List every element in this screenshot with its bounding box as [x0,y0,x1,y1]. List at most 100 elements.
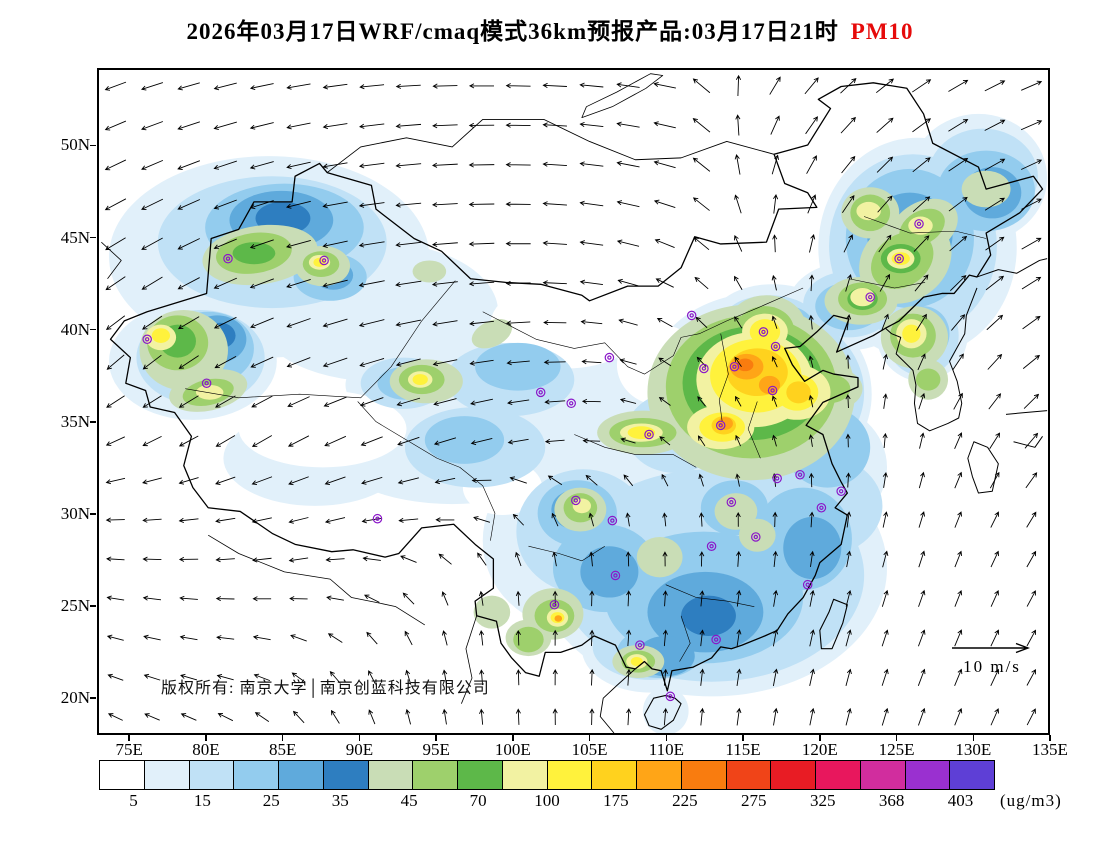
pm10-contour-blob [475,342,561,391]
colorbar-cell [234,761,279,789]
city-marker-outer [223,253,233,264]
colorbar-tick-label: 45 [400,791,418,810]
korea-coast [885,287,978,432]
city-marker-inner [753,534,758,540]
lon-tick-mark [819,735,821,741]
city-marker-outer [665,691,676,702]
colorbar-cell [144,761,190,789]
lon-tick-mark [281,735,284,741]
city-marker-outer [894,253,904,264]
city-marker-inner [552,602,557,607]
city-marker-inner [573,498,578,503]
lon-tick-label: 125E [878,740,915,759]
colorbar-cell [905,761,951,789]
colorbar-cell [368,761,414,789]
pm10-contour-blob [783,516,842,580]
lat-tick-label: 35N [60,411,90,431]
province-border-qinling [574,434,697,468]
lat-tick-mark [90,236,96,239]
lon-tick-label: 130E [955,740,992,759]
city-marker-outer [729,361,740,372]
nepal-india-border [207,534,426,626]
lat-tick-mark [90,144,96,147]
city-marker-outer [319,255,329,266]
russia-coast [976,258,1048,278]
lat-tick-label: 30N [60,503,90,523]
wind-vector-field [104,74,1043,726]
lat-tick-mark [90,697,96,699]
lon-tick-mark [1049,735,1051,741]
pm10-contour-blob [915,368,941,391]
map-canvas [101,73,1048,733]
province-border-shanxi [718,333,729,422]
lon-tick-mark [665,735,668,741]
lon-tick-mark [742,735,744,741]
lat-tick-mark [90,421,96,423]
city-marker-inner [321,258,327,263]
pm10-contour-blob [232,242,276,265]
colorbar [99,760,995,790]
lon-tick-label: 120E [801,740,838,759]
city-marker-inner [637,642,643,648]
copyright-text: 版权所有: 南京大学│南京创蓝科技有限公司 [161,680,490,697]
pm10-contour-blob [739,518,776,552]
province-border-heilongjiang [863,216,987,239]
map-plot: 版权所有: 南京大学│南京创蓝科技有限公司 10 m/s [97,68,1050,735]
city-marker-outer [142,334,152,345]
colorbar-cell [950,761,994,789]
pm10-contour-blob [908,216,933,235]
city-marker-outer [802,579,813,590]
lon-tick-mark [128,735,130,741]
city-marker-inner [729,500,734,505]
city-marker-outer [686,310,697,321]
mongolia-russia-border [326,118,775,173]
city-marker-outer [770,341,781,352]
lat-tick-mark [90,328,96,331]
city-marker-outer [795,469,805,480]
colorbar-unit: (ug/m3) [1000,791,1062,810]
lon-tick-label: 85E [268,740,297,759]
city-marker-inner [761,329,766,335]
city-marker-outer [604,352,615,363]
city-marker-inner [613,573,618,578]
city-marker-outer [715,420,726,431]
colorbar-tick-label: 70 [469,791,487,810]
city-marker-inner [916,221,922,227]
city-marker-inner [797,472,803,477]
lon-tick-label: 115E [725,740,761,759]
city-marker-inner [538,390,543,395]
city-marker-outer [566,398,576,409]
city-marker-inner [689,313,694,318]
colorbar-tick-label: 100 [534,791,560,810]
pm10-contour-blob [513,626,544,653]
city-marker-outer [706,541,717,551]
lon-tick-mark [358,735,361,741]
lat-tick-label: 50N [60,135,90,155]
city-marker-outer [644,429,654,440]
colorbar-cell [681,761,727,789]
city-marker-outer [610,570,621,581]
pm10-contour-blob [195,384,224,400]
lon-tick-mark [512,735,514,741]
colorbar-cell [860,761,906,789]
province-border-tibet-qinghai [357,401,496,541]
province-border-nanling [665,584,755,607]
lon-tick-label: 100E [494,740,531,759]
province-border-yunnan [528,545,605,562]
pm10-contour-blob [758,375,781,395]
colorbar-tick-label: 225 [672,791,698,810]
pm10-contour-blob [151,328,171,343]
city-marker-outer [711,634,721,645]
colorbar-tick-label: 175 [603,791,629,810]
honshu-coast [1005,410,1048,415]
lon-tick-label: 80E [192,740,220,759]
lon-tick-mark [972,735,975,741]
lat-tick-label: 25N [60,596,90,616]
city-marker-inner [225,256,231,261]
pm10-contour-blob [636,536,683,578]
chart-title: 2026年03月17日WRF/cmaq模式36km预报产品:03月17日21时 P… [0,12,1100,46]
wind-reference: 10 m/s [948,640,1036,677]
pm10-contour-blob [681,595,736,636]
city-marker-inner [732,364,737,369]
